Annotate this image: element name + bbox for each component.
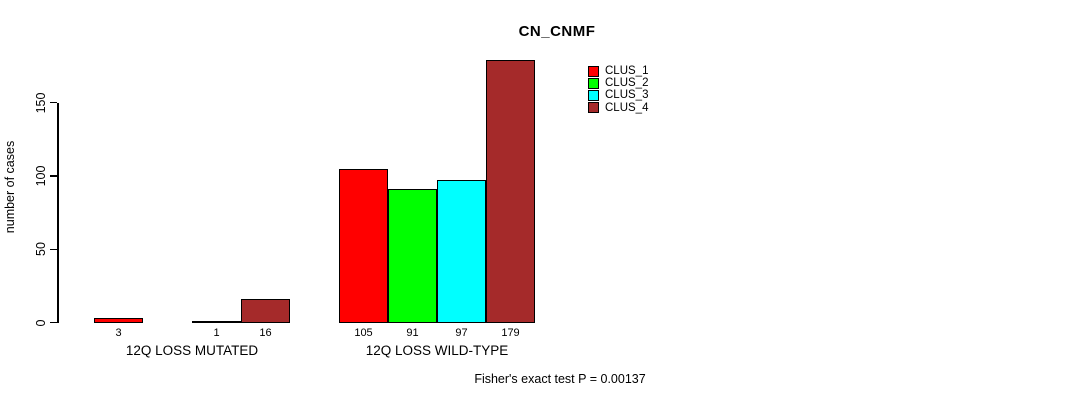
fisher-test-annotation: Fisher's exact test P = 0.00137 (474, 372, 646, 386)
bar-value-label-clus_1-group2: 105 (354, 327, 373, 339)
y-tick-0 (50, 321, 57, 324)
y-tick-150 (50, 101, 57, 104)
bar-clus_1-group1 (94, 318, 143, 323)
legend-swatch-clus_1 (588, 65, 599, 77)
legend-swatch-clus_3 (588, 89, 599, 101)
legend-label-clus_4: CLUS_4 (605, 101, 649, 114)
bar-value-label-clus_2-group2: 91 (406, 327, 419, 339)
group-label-2: 12Q LOSS WILD-TYPE (365, 343, 509, 358)
bar-clus_3-group1 (192, 320, 241, 323)
y-tick-100 (50, 175, 57, 177)
legend-item-clus_4: CLUS_4 (588, 102, 648, 114)
y-tick-label-50: 50 (34, 242, 48, 257)
legend-label-clus_3: CLUS_3 (605, 89, 649, 102)
y-tick-50 (50, 248, 57, 251)
bar-value-label-clus_4-group1: 16 (259, 327, 272, 339)
legend-swatch-clus_4 (588, 102, 599, 114)
bar-value-label-clus_3-group1: 1 (213, 327, 220, 339)
legend: CLUS_1 CLUS_2 CLUS_3 CLUS_4 (588, 65, 648, 114)
bar-value-label-clus_3-group2: 97 (455, 327, 468, 339)
bar-clus_3-group2 (437, 180, 486, 323)
bar-value-label-clus_4-group2: 179 (501, 327, 520, 339)
bar-clus_4-group1 (241, 299, 290, 323)
legend-label-clus_1: CLUS_1 (605, 65, 649, 78)
legend-item-clus_2: CLUS_2 (588, 77, 648, 89)
chart-title: CN_CNMF (518, 23, 596, 40)
legend-item-clus_1: CLUS_1 (588, 65, 648, 77)
y-axis-line (57, 102, 59, 323)
y-tick-label-150: 150 (34, 92, 48, 114)
bar-value-label-clus_1-group1: 3 (115, 327, 122, 339)
y-tick-label-100: 100 (34, 165, 48, 187)
bar-clus_1-group2 (339, 168, 388, 323)
bar-clus_4-group2 (486, 60, 535, 323)
group-label-1: 12Q LOSS MUTATED (125, 343, 259, 358)
y-tick-label-0: 0 (34, 319, 48, 327)
legend-item-clus_3: CLUS_3 (588, 89, 648, 101)
legend-label-clus_2: CLUS_2 (605, 77, 649, 90)
y-axis-label: number of cases (3, 140, 17, 234)
bar-clus_2-group2 (388, 189, 437, 323)
legend-swatch-clus_2 (588, 77, 599, 89)
